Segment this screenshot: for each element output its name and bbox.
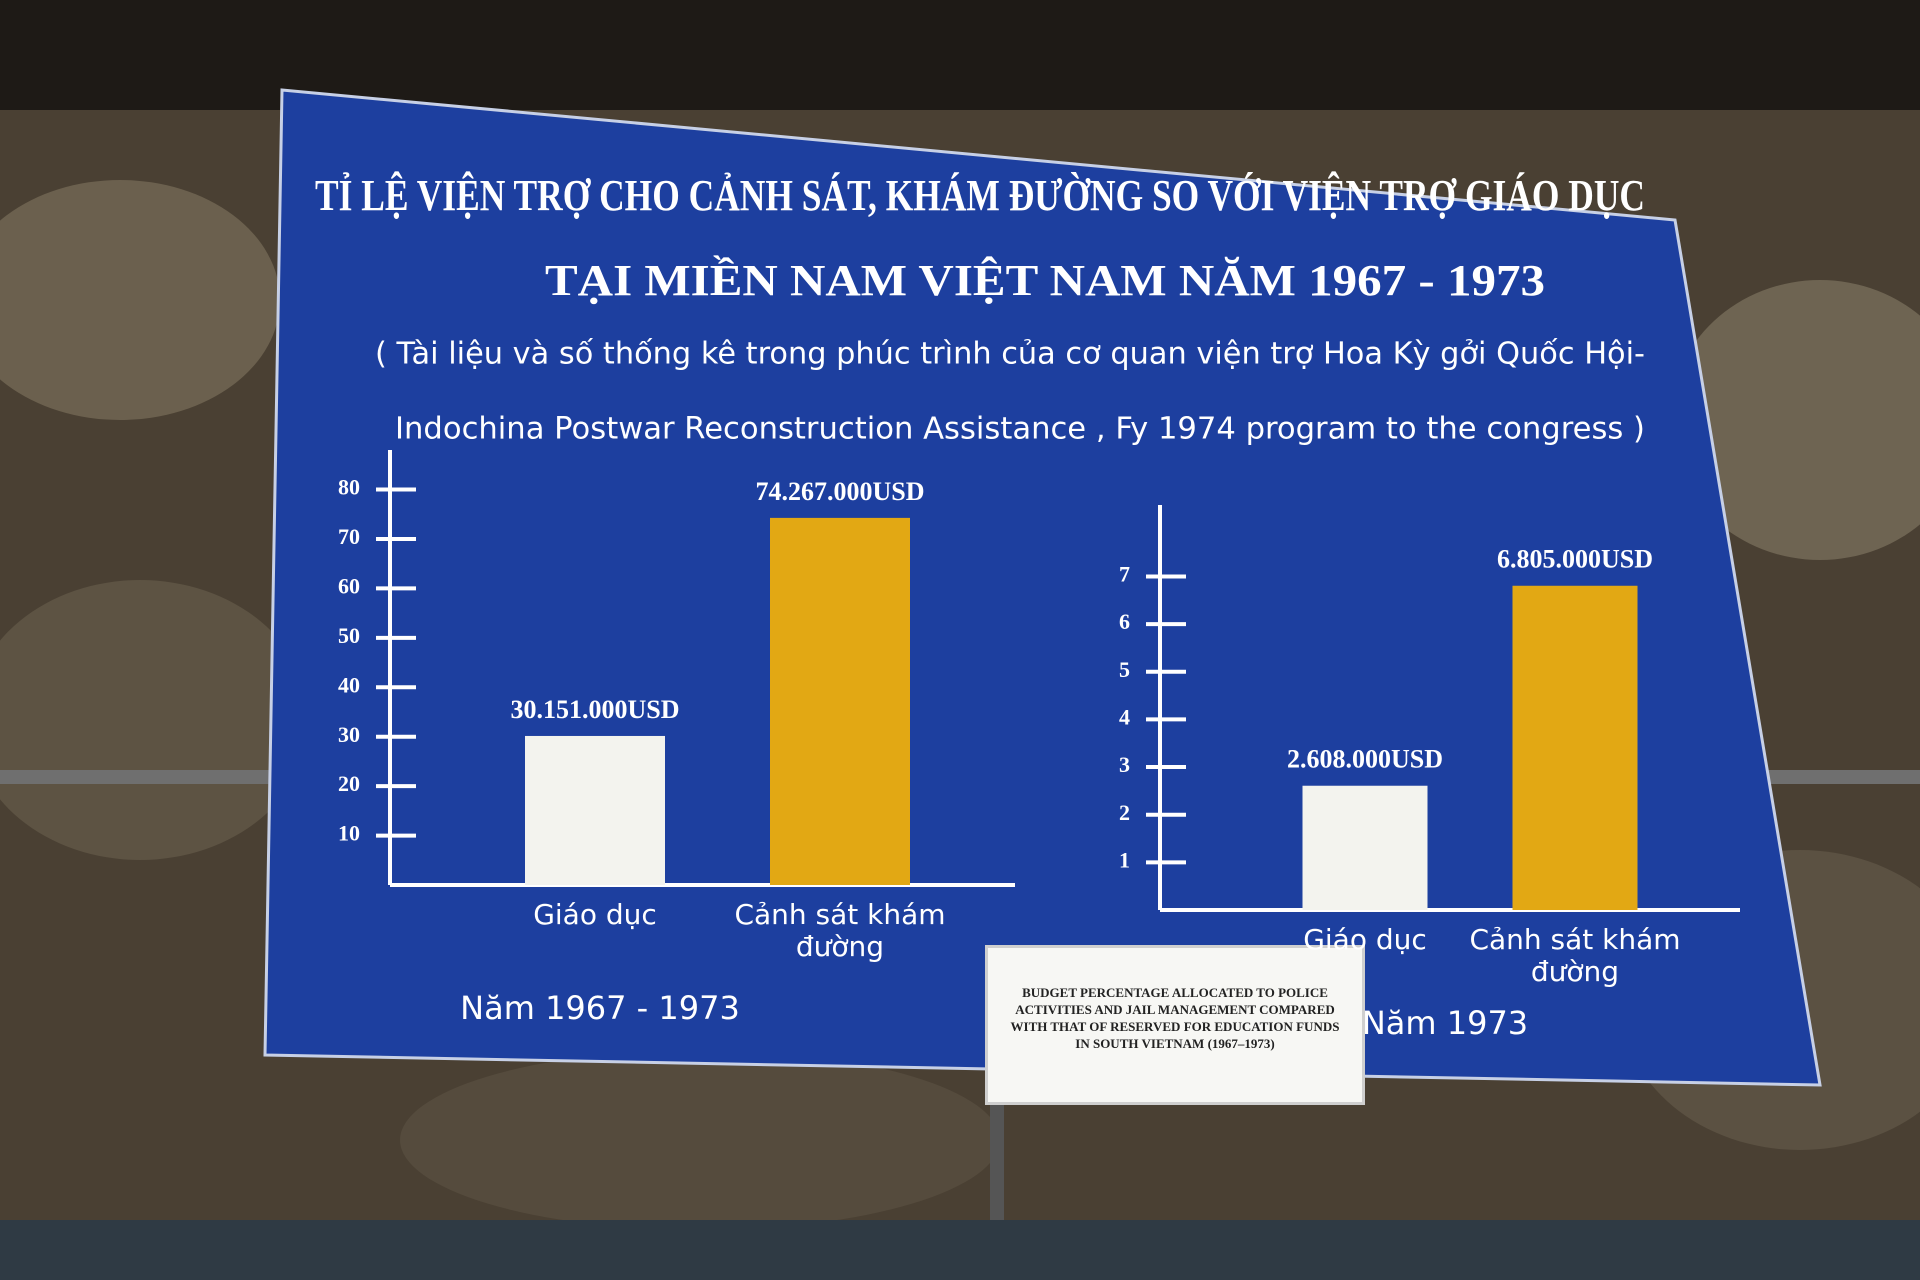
- x-tick-label: Giáo dục: [1303, 923, 1427, 956]
- y-tick-label: 6: [1119, 609, 1130, 634]
- y-tick-label: 50: [338, 623, 360, 648]
- y-tick-label: 2: [1119, 800, 1130, 825]
- stone: [400, 1050, 1000, 1230]
- bar: [1302, 785, 1428, 910]
- y-tick-label: 60: [338, 573, 360, 598]
- post: [990, 1080, 1004, 1220]
- y-tick-label: 40: [338, 672, 360, 697]
- title-line: TỈ LỆ VIỆN TRỢ CHO CẢNH SÁT, KHÁM ĐƯỜNG …: [315, 171, 1645, 220]
- y-tick-label: 10: [338, 821, 360, 846]
- x-tick-label: Giáo dục: [533, 898, 657, 931]
- x-axis-label: Năm 1973: [1362, 1004, 1528, 1042]
- y-tick-label: 5: [1119, 657, 1130, 682]
- y-tick-label: 4: [1119, 704, 1130, 729]
- value-label: 2.608.000USD: [1287, 745, 1443, 774]
- stone: [0, 180, 280, 420]
- placard: BUDGET PERCENTAGE ALLOCATED TO POLICE AC…: [985, 945, 1365, 1105]
- stone: [0, 580, 310, 860]
- title-line: TẠI MIỀN NAM VIỆT NAM NĂM 1967 - 1973: [545, 255, 1545, 305]
- bar: [525, 735, 665, 885]
- y-tick-label: 20: [338, 771, 360, 796]
- y-tick-label: 30: [338, 722, 360, 747]
- ledge: [0, 1220, 1920, 1280]
- value-label: 74.267.000USD: [755, 477, 924, 506]
- y-tick-label: 80: [338, 475, 360, 500]
- y-tick-label: 3: [1119, 752, 1130, 777]
- value-label: 30.151.000USD: [510, 695, 679, 724]
- subtitle-line: ( Tài liệu và số thống kê trong phúc trì…: [375, 337, 1645, 372]
- shadow: [0, 0, 1920, 110]
- subtitle-line: Indochina Postwar Reconstruction Assista…: [395, 412, 1645, 447]
- stone: [1670, 280, 1920, 560]
- y-tick-label: 1: [1119, 847, 1130, 872]
- y-tick-label: 70: [338, 524, 360, 549]
- x-axis-label: Năm 1967 - 1973: [460, 989, 740, 1027]
- bar: [770, 517, 910, 885]
- bar: [1512, 585, 1638, 910]
- x-tick-label: Cảnh sát khám đường: [1469, 923, 1681, 988]
- y-tick-label: 7: [1119, 562, 1130, 587]
- x-tick-label: Cảnh sát khám đường: [734, 898, 946, 963]
- value-label: 6.805.000USD: [1497, 545, 1653, 574]
